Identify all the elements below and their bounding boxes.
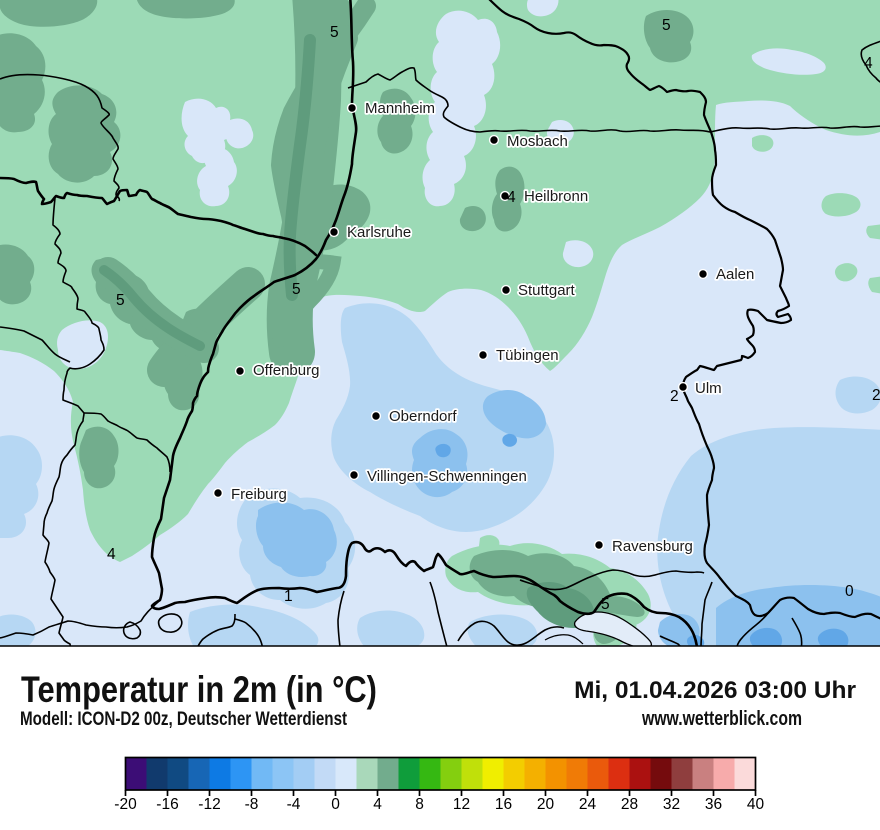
svg-text:20: 20	[537, 796, 555, 813]
svg-text:28: 28	[621, 796, 638, 813]
svg-text:Karlsruhe: Karlsruhe	[347, 224, 411, 241]
svg-text:8: 8	[415, 796, 424, 813]
svg-text:1: 1	[284, 588, 293, 605]
svg-text:Mannheim: Mannheim	[365, 100, 435, 117]
svg-text:4: 4	[373, 796, 382, 813]
svg-text:5: 5	[662, 17, 671, 34]
svg-text:Mosbach: Mosbach	[507, 133, 568, 150]
svg-text:5: 5	[292, 281, 301, 298]
svg-text:-8: -8	[245, 796, 259, 813]
svg-text:40: 40	[747, 796, 765, 813]
svg-text:4: 4	[507, 189, 516, 206]
svg-text:-4: -4	[287, 796, 301, 813]
svg-text:Freiburg: Freiburg	[231, 486, 287, 503]
svg-text:32: 32	[663, 796, 680, 813]
svg-text:24: 24	[579, 796, 597, 813]
svg-text:2: 2	[872, 387, 880, 404]
svg-text:12: 12	[453, 796, 470, 813]
svg-text:5: 5	[601, 596, 610, 613]
svg-text:4: 4	[864, 55, 873, 72]
svg-text:Ravensburg: Ravensburg	[612, 538, 693, 555]
svg-text:www.wetterblick.com: www.wetterblick.com	[641, 707, 802, 729]
svg-text:16: 16	[495, 796, 512, 813]
svg-text:-16: -16	[156, 796, 178, 813]
svg-text:4: 4	[107, 546, 116, 563]
svg-text:Aalen: Aalen	[716, 266, 754, 283]
svg-text:Offenburg: Offenburg	[253, 362, 319, 379]
svg-text:5: 5	[116, 292, 125, 309]
svg-text:Ulm: Ulm	[695, 380, 722, 397]
svg-text:5: 5	[330, 24, 339, 41]
svg-text:-12: -12	[198, 796, 220, 813]
svg-text:Temperatur in 2m (in °C): Temperatur in 2m (in °C)	[21, 669, 377, 710]
svg-text:Villingen-Schwenningen: Villingen-Schwenningen	[367, 468, 527, 485]
svg-text:Stuttgart: Stuttgart	[518, 282, 576, 299]
svg-text:2: 2	[670, 388, 679, 405]
svg-text:Mi, 01.04.2026 03:00 Uhr: Mi, 01.04.2026 03:00 Uhr	[574, 677, 856, 704]
svg-text:0: 0	[331, 796, 340, 813]
svg-text:-20: -20	[114, 796, 137, 813]
svg-text:Modell: ICON-D2 00z, Deutscher: Modell: ICON-D2 00z, Deutscher Wetterdie…	[20, 707, 347, 729]
svg-text:Oberndorf: Oberndorf	[389, 408, 457, 425]
svg-text:0: 0	[845, 583, 854, 600]
svg-text:Tübingen: Tübingen	[496, 347, 559, 364]
svg-text:Heilbronn: Heilbronn	[524, 188, 588, 205]
svg-text:36: 36	[705, 796, 722, 813]
